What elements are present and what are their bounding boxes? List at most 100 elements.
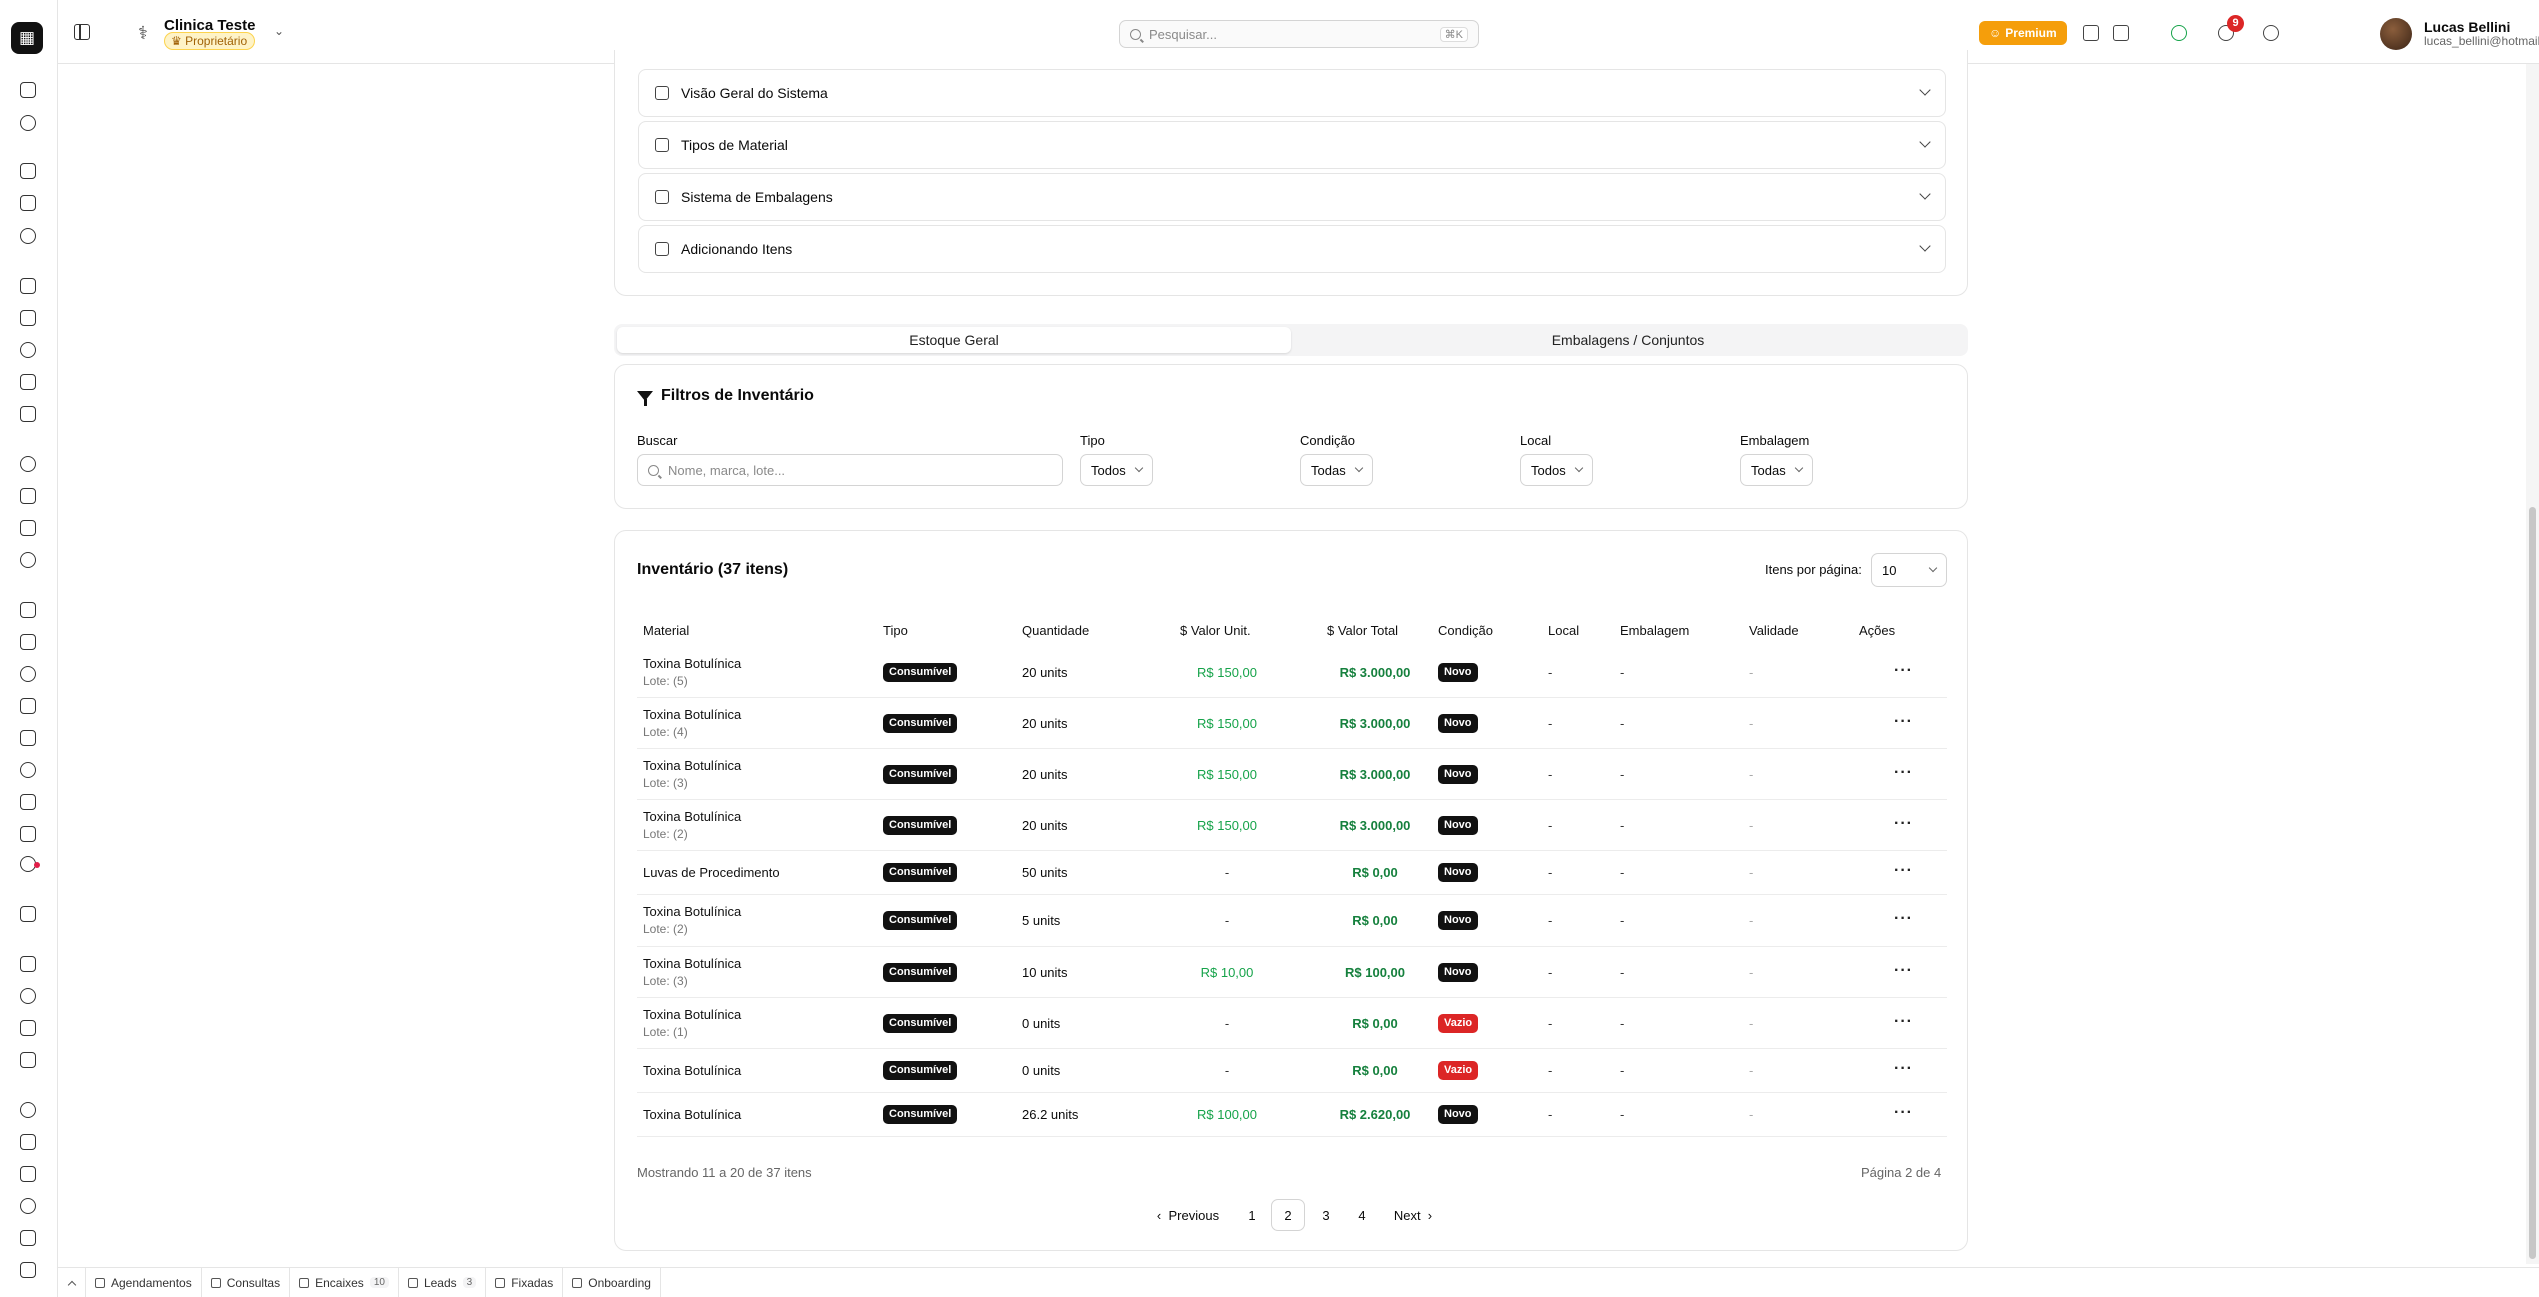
- table-row[interactable]: Toxina Botulínica Lote: (2) Consumível 5 un…: [637, 895, 1947, 947]
- column-header[interactable]: Tipo: [883, 623, 908, 638]
- page-1-button[interactable]: 1: [1248, 1207, 1256, 1223]
- bottom-bar-toggle[interactable]: [58, 1267, 86, 1297]
- clinic-name[interactable]: Clinica Teste: [164, 17, 256, 34]
- table-row[interactable]: Toxina Botulínica Lote: (1) Consumível 0 un…: [637, 998, 1947, 1049]
- more-actions-icon[interactable]: ···: [1894, 1104, 1913, 1121]
- table-row[interactable]: Toxina Botulínica Lote: (2) Consumível 20 u…: [637, 800, 1947, 851]
- whatsapp-icon[interactable]: [2171, 25, 2187, 41]
- app-logo[interactable]: ▦: [11, 22, 43, 54]
- table-row[interactable]: Toxina Botulínica Lote: (3) Consumível 10 u…: [637, 947, 1947, 998]
- sidebar-toggle-icon[interactable]: [74, 24, 90, 40]
- more-actions-icon[interactable]: ···: [1894, 661, 1913, 679]
- more-actions-icon[interactable]: ···: [1894, 961, 1913, 979]
- user-plus-icon[interactable]: [20, 195, 36, 211]
- search-input[interactable]: [1149, 26, 1432, 42]
- users-cog-icon[interactable]: [20, 1102, 36, 1118]
- column-header[interactable]: $ Valor Total: [1327, 623, 1398, 638]
- timer-icon[interactable]: [20, 634, 36, 650]
- dollar-icon[interactable]: [20, 956, 36, 972]
- users-icon[interactable]: [20, 730, 36, 746]
- more-actions-icon[interactable]: ···: [1894, 910, 1913, 927]
- material-name[interactable]: Toxina Botulínica: [643, 757, 742, 773]
- material-name[interactable]: Toxina Botulínica: [643, 706, 742, 722]
- tipo-select[interactable]: Todos: [1080, 454, 1153, 486]
- shield-icon[interactable]: [20, 552, 36, 568]
- bottom-tab-agendamentos[interactable]: Agendamentos: [86, 1267, 202, 1297]
- table-row[interactable]: Toxina Botulínica Lote: (5) Consumível 20 u…: [637, 647, 1947, 698]
- users-icon[interactable]: [20, 342, 36, 358]
- column-header[interactable]: $ Valor Unit.: [1180, 623, 1251, 638]
- more-actions-icon[interactable]: ···: [1894, 763, 1913, 781]
- material-name[interactable]: Toxina Botulínica: [643, 904, 742, 919]
- table-row[interactable]: Toxina Botulínica Consumível 0 units - R$ 0,…: [637, 1049, 1947, 1093]
- accordion-item[interactable]: Adicionando Itens: [638, 225, 1946, 273]
- items-per-page-select[interactable]: 10: [1871, 553, 1947, 587]
- column-header[interactable]: Condição: [1438, 623, 1493, 638]
- page-4-button[interactable]: 4: [1358, 1207, 1366, 1223]
- book-icon[interactable]: [20, 82, 36, 98]
- accordion-item[interactable]: Tipos de Material: [638, 121, 1946, 169]
- material-name[interactable]: Toxina Botulínica: [643, 1107, 742, 1122]
- building-icon[interactable]: [20, 163, 36, 179]
- tab-embalagens[interactable]: Embalagens / Conjuntos: [1551, 332, 1705, 348]
- material-name[interactable]: Luvas de Procedimento: [643, 865, 780, 880]
- activity-icon[interactable]: [20, 698, 36, 714]
- bell-icon[interactable]: [2218, 25, 2234, 41]
- stethoscope-icon[interactable]: [20, 794, 36, 810]
- home-icon[interactable]: [20, 115, 36, 131]
- bottom-tab-encaixes[interactable]: Encaixes 10: [290, 1267, 399, 1297]
- material-name[interactable]: Toxina Botulínica: [643, 808, 742, 824]
- column-header[interactable]: Validade: [1749, 623, 1799, 638]
- clipboard-icon[interactable]: [20, 826, 36, 842]
- table-row[interactable]: Toxina Botulínica Lote: (4) Consumível 20 u…: [637, 698, 1947, 749]
- briefcase-icon[interactable]: [20, 278, 36, 294]
- more-actions-icon[interactable]: ···: [1894, 712, 1913, 730]
- chart-icon[interactable]: [20, 1198, 36, 1214]
- next-button[interactable]: Next ›: [1393, 1207, 1433, 1223]
- building-icon[interactable]: [20, 310, 36, 326]
- more-actions-icon[interactable]: ···: [1894, 1060, 1913, 1077]
- column-header[interactable]: Embalagem: [1620, 623, 1689, 638]
- previous-button[interactable]: ‹ Previous: [1156, 1207, 1220, 1223]
- more-actions-icon[interactable]: ···: [1894, 1012, 1913, 1030]
- global-search[interactable]: ⌘K: [1119, 20, 1479, 48]
- user-check-icon[interactable]: [20, 488, 36, 504]
- receipt-icon[interactable]: [20, 1052, 36, 1068]
- check-square-icon[interactable]: [20, 602, 36, 618]
- more-actions-icon[interactable]: ···: [1894, 862, 1913, 879]
- tab-estoque-geral[interactable]: Estoque Geral: [617, 327, 1291, 353]
- column-header[interactable]: Quantidade: [1022, 623, 1089, 638]
- table-row[interactable]: Toxina Botulínica Consumível 26.2 units R$ …: [637, 1093, 1947, 1137]
- page-3-button[interactable]: 3: [1322, 1207, 1330, 1223]
- page-2-button[interactable]: 2: [1271, 1199, 1305, 1231]
- scrollbar-thumb[interactable]: [2529, 507, 2536, 1259]
- tasks-icon[interactable]: [2083, 25, 2099, 41]
- chat-icon[interactable]: [20, 374, 36, 390]
- buscar-input[interactable]: [668, 462, 1052, 478]
- credit-card-icon[interactable]: [20, 1166, 36, 1182]
- users-icon[interactable]: [20, 456, 36, 472]
- embalagem-select[interactable]: Todas: [1740, 454, 1813, 486]
- settings-icon[interactable]: [20, 1230, 36, 1246]
- tag-icon[interactable]: [20, 1134, 36, 1150]
- package-icon[interactable]: [20, 666, 36, 682]
- material-name[interactable]: Toxina Botulínica: [643, 655, 742, 671]
- avatar[interactable]: [2380, 18, 2412, 50]
- bottom-tab-fixadas[interactable]: Fixadas: [486, 1267, 564, 1297]
- buscar-field[interactable]: [637, 454, 1063, 486]
- premium-badge[interactable]: ☺ Premium: [1979, 21, 2067, 45]
- calendar-icon[interactable]: [20, 762, 36, 778]
- material-name[interactable]: Toxina Botulínica: [643, 1006, 742, 1022]
- message-icon[interactable]: [20, 406, 36, 422]
- material-name[interactable]: Toxina Botulínica: [643, 1063, 742, 1078]
- bottom-tab-onboarding[interactable]: Onboarding: [563, 1267, 661, 1297]
- whatsapp-icon[interactable]: [20, 906, 36, 922]
- bottom-tab-consultas[interactable]: Consultas: [202, 1267, 291, 1297]
- accordion-item[interactable]: Visão Geral do Sistema: [638, 69, 1946, 117]
- accordion-item[interactable]: Sistema de Embalagens: [638, 173, 1946, 221]
- material-name[interactable]: Toxina Botulínica: [643, 955, 742, 971]
- megaphone-icon[interactable]: [20, 1020, 36, 1036]
- building-icon[interactable]: [20, 988, 36, 1004]
- briefcase-icon[interactable]: [20, 228, 36, 244]
- more-actions-icon[interactable]: ···: [1894, 814, 1913, 832]
